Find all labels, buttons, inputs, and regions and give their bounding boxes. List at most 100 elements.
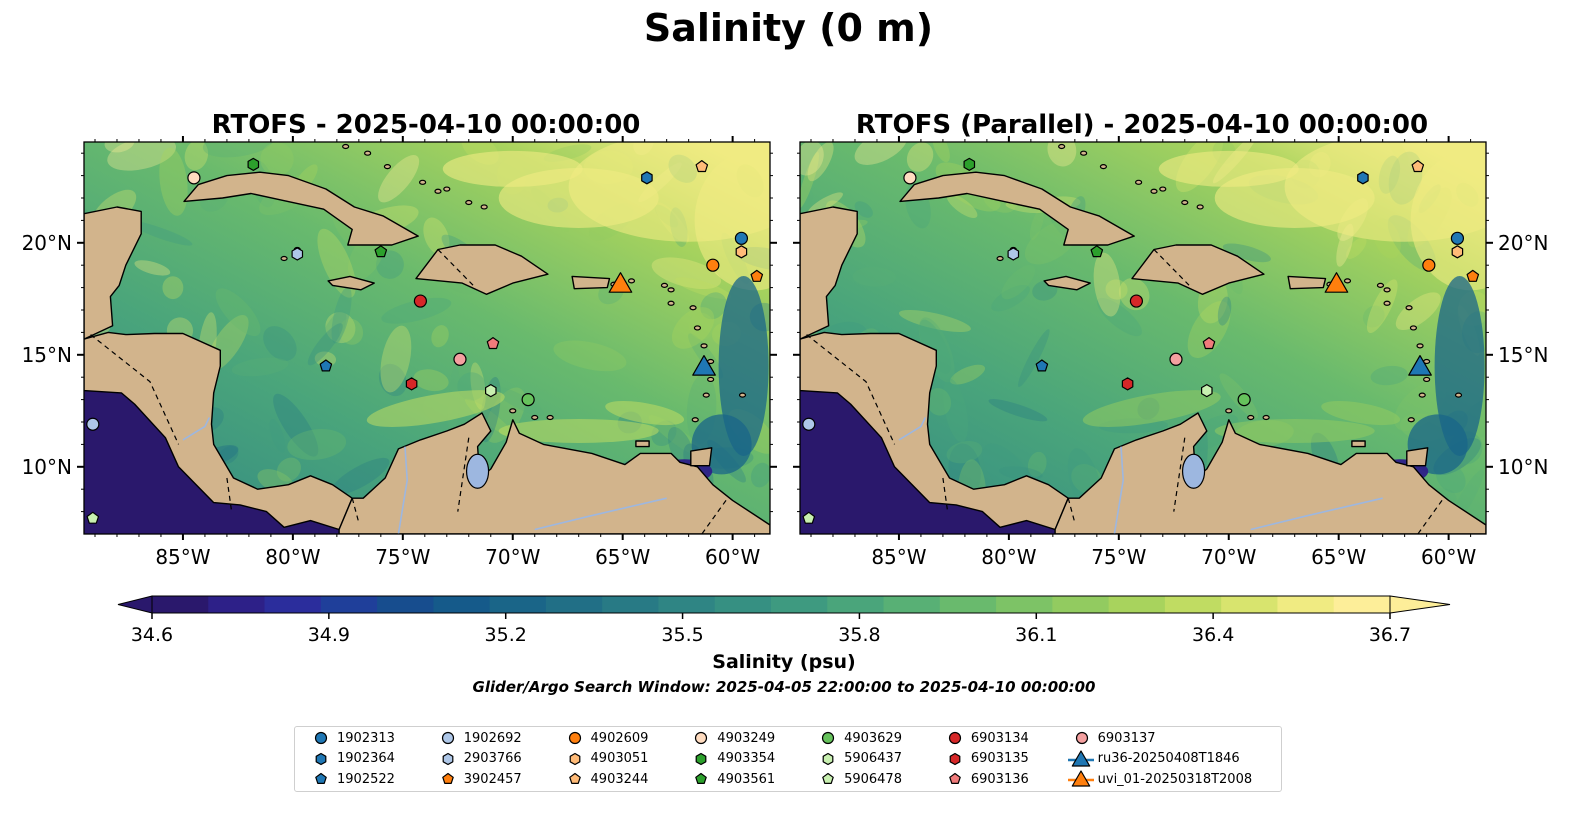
legend-entry: 4902609 — [557, 728, 670, 749]
marker-6903135 — [405, 377, 418, 391]
legend-symbol — [822, 773, 834, 785]
lon-tick-label: 80°W — [981, 545, 1036, 569]
legend-entry: 4903354 — [683, 749, 796, 770]
country-border — [457, 437, 470, 512]
colorbar-bin — [208, 596, 266, 613]
colorbar-tick-label: 35.5 — [661, 624, 703, 646]
small-island — [364, 150, 372, 156]
marker-ru36-20250408T1846 — [692, 355, 716, 376]
legend-label: uvi_01-20250318T2008 — [1097, 771, 1253, 787]
legend-symbol — [948, 732, 961, 745]
legend-pentagon-icon — [949, 773, 961, 785]
colorbar-bin — [827, 596, 885, 613]
colorbar-bin — [489, 596, 547, 613]
legend-symbol — [569, 752, 580, 765]
small-island — [693, 325, 702, 331]
legend-entry: 4903051 — [557, 749, 670, 770]
colorbar-bin — [996, 596, 1053, 613]
river — [1113, 446, 1125, 534]
marker-1902364 — [1357, 171, 1369, 185]
marker-5906478 — [86, 511, 100, 524]
marker-4903051 — [1451, 245, 1464, 259]
land-central — [84, 331, 353, 531]
marker-3902457 — [750, 269, 764, 282]
marker-uvi_01-20250318T2008 — [1324, 272, 1349, 293]
legend-label: 4903249 — [717, 730, 776, 746]
marker-4903629 — [1237, 393, 1251, 407]
marker-4903354 — [963, 157, 976, 171]
panel-title-rtofs-parallel: RTOFS (Parallel) - 2025-04-10 00:00:00 — [856, 110, 1428, 140]
river — [182, 417, 211, 441]
legend-label: 6903135 — [970, 751, 1029, 767]
small-island — [546, 414, 554, 421]
legend-symbol — [1067, 750, 1094, 767]
colorbar: 34.6 34.9 35.2 35.5 35.8 36.1 36.4 36.7 — [117, 595, 1451, 646]
land-jamaica — [1043, 275, 1091, 291]
land-puerto — [571, 275, 611, 290]
colorbar-tick-label: 34.6 — [131, 624, 173, 646]
marker-5906478 — [802, 511, 816, 524]
marker-uvi_01-20250318T2008 — [608, 272, 633, 293]
legend-symbol — [441, 732, 454, 745]
colorbar-bin — [1277, 596, 1335, 613]
map-panel-rtofs-parallel: RTOFS (Parallel) - 2025-04-10 00:00:00 8… — [793, 110, 1548, 569]
small-island — [1418, 392, 1426, 398]
colorbar-tick-label: 35.2 — [485, 624, 527, 646]
legend-hexagon-icon — [949, 752, 961, 765]
colorbar-bin — [883, 596, 941, 613]
small-island — [1181, 199, 1189, 206]
small-island — [1159, 186, 1167, 192]
legend-label: 5906437 — [844, 751, 902, 767]
legend-symbol — [695, 732, 708, 745]
legend-hexagon-icon — [695, 752, 707, 765]
small-island — [383, 164, 392, 170]
land-hispaniola — [415, 244, 549, 295]
marker-1902692 — [802, 417, 816, 431]
legend-hexagon-icon — [315, 752, 327, 765]
legend-symbol — [1075, 732, 1088, 745]
lat-tick-label: 15°N — [22, 343, 72, 367]
colorbar-tick-label: 36.4 — [1192, 624, 1234, 646]
legend-label: 1902522 — [337, 771, 395, 787]
search-window-note: Glider/Argo Search Window: 2025-04-05 22… — [473, 678, 1096, 696]
colorbar-bin — [433, 596, 491, 613]
country-border — [701, 500, 727, 534]
legend-entry: 4903561 — [683, 769, 796, 790]
colorbar-bin — [939, 596, 997, 613]
legend-entry: 1902522 — [303, 769, 416, 790]
country-border — [1067, 498, 1076, 523]
small-island — [1099, 164, 1108, 170]
legend-circle-icon — [948, 732, 961, 745]
legend-symbol — [315, 773, 327, 785]
land-cuba — [899, 171, 1135, 246]
marker-2903766 — [1007, 247, 1020, 261]
legend-symbol — [568, 732, 581, 745]
legend-symbol — [442, 752, 454, 765]
small-island — [700, 343, 708, 349]
land-hispaniola — [1131, 244, 1265, 295]
legend-entry: 6903136 — [937, 769, 1050, 790]
legend-label: 5906478 — [844, 771, 902, 787]
land-trinidad — [1406, 447, 1429, 467]
country-border — [1173, 437, 1186, 512]
colorbar-bin — [1333, 596, 1391, 613]
small-island — [667, 300, 675, 306]
small-island — [1383, 300, 1391, 306]
lon-tick-label: 85°W — [871, 545, 926, 569]
legend-symbol — [821, 732, 835, 745]
small-island — [1150, 188, 1158, 194]
small-island — [419, 179, 427, 185]
marker-3902457 — [1466, 269, 1480, 282]
small-island — [702, 392, 710, 398]
small-island — [1383, 287, 1391, 293]
marker-1902692 — [86, 417, 100, 431]
marker-4903249 — [187, 171, 201, 185]
legend-circle-icon — [441, 732, 454, 745]
marker-2903766 — [291, 247, 304, 261]
lat-tick-label: 20°N — [22, 231, 72, 255]
legend-label: 6903134 — [970, 730, 1029, 746]
legend-pentagon-icon — [315, 773, 327, 785]
salinity-field — [84, 142, 770, 534]
legend-entry: 5906437 — [810, 749, 923, 770]
colorbar-tick-label: 35.8 — [838, 624, 880, 646]
